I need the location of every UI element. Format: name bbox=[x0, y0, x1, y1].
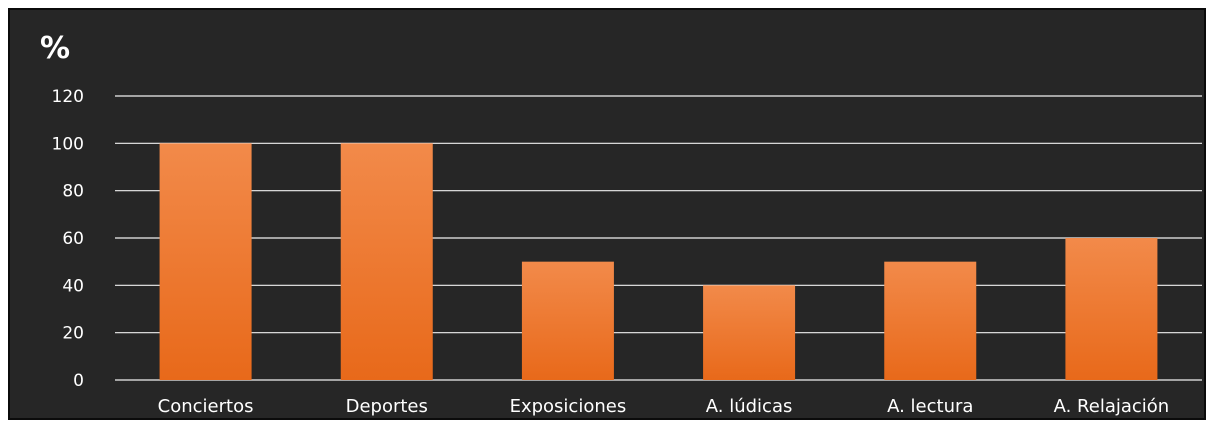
category-label: A. lectura bbox=[887, 396, 973, 417]
category-label: Exposiciones bbox=[510, 396, 627, 417]
y-tick-label: 60 bbox=[62, 229, 84, 249]
bar bbox=[341, 143, 433, 380]
chart-frame: % 0 20 40 60 80 100 120 Conciertos Deportes Expo… bbox=[8, 8, 1206, 420]
y-tick-label: 40 bbox=[62, 276, 84, 296]
gridlines bbox=[115, 96, 1202, 380]
category-labels: Conciertos Deportes Exposiciones A. lúdicas… bbox=[158, 396, 1170, 417]
category-label: Conciertos bbox=[158, 396, 254, 417]
category-label: Deportes bbox=[346, 396, 428, 417]
y-tick-label: 120 bbox=[52, 87, 84, 107]
bar bbox=[703, 285, 795, 380]
category-label: A. lúdicas bbox=[706, 396, 793, 417]
y-axis-label: % bbox=[40, 31, 70, 66]
bar bbox=[160, 143, 252, 380]
y-tick-label: 80 bbox=[62, 182, 84, 202]
y-tick-labels: 0 20 40 60 80 100 120 bbox=[52, 87, 84, 391]
bars bbox=[160, 143, 1158, 380]
y-tick-label: 100 bbox=[52, 134, 84, 154]
bar bbox=[884, 262, 976, 380]
bar bbox=[522, 262, 614, 380]
category-label: A. Relajación bbox=[1054, 396, 1170, 417]
y-tick-label: 0 bbox=[73, 371, 84, 391]
bar bbox=[1065, 238, 1157, 380]
y-tick-label: 20 bbox=[62, 324, 84, 344]
bar-chart: % 0 20 40 60 80 100 120 Conciertos Deportes Expo… bbox=[10, 10, 1204, 418]
